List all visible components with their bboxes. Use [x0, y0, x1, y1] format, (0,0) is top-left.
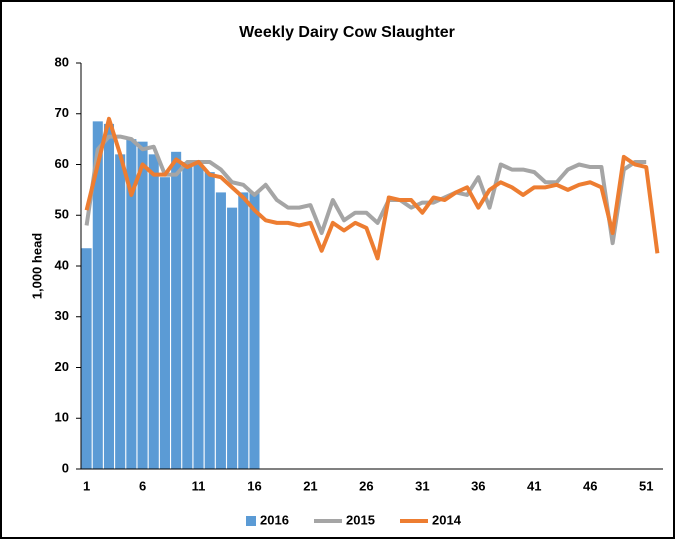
- bar: [81, 248, 92, 469]
- bar: [92, 121, 103, 470]
- y-tick-label: 0: [62, 460, 69, 475]
- bar: [171, 151, 182, 469]
- x-tick-label: 41: [527, 478, 541, 493]
- bar: [204, 172, 215, 470]
- legend-swatch: [246, 516, 256, 526]
- x-tick-label: 31: [415, 478, 429, 493]
- chart-title: Weekly Dairy Cow Slaughter: [239, 24, 455, 41]
- y-tick-label: 10: [55, 410, 69, 425]
- x-tick-label: 21: [303, 478, 317, 493]
- bar: [137, 141, 148, 469]
- y-tick-label: 20: [55, 359, 69, 374]
- y-tick-label: 30: [55, 308, 69, 323]
- x-tick-label: 16: [247, 478, 261, 493]
- x-tick-label: 6: [139, 478, 146, 493]
- y-tick-label: 80: [55, 54, 69, 69]
- bar: [215, 192, 226, 469]
- y-tick-label: 40: [55, 257, 69, 272]
- y-axis-label: 1,000 head: [29, 233, 44, 300]
- bar: [126, 139, 137, 469]
- bar: [249, 192, 260, 469]
- y-tick-label: 60: [55, 156, 69, 171]
- x-tick-label: 46: [583, 478, 597, 493]
- x-tick-label: 11: [192, 478, 206, 493]
- bar: [182, 161, 193, 469]
- bar: [238, 192, 249, 469]
- x-tick-label: 1: [83, 478, 90, 493]
- bar: [148, 154, 159, 469]
- x-tick-label: 51: [639, 478, 653, 493]
- bar: [115, 154, 126, 469]
- line-series: [84, 134, 647, 246]
- legend-label: 2016: [260, 512, 289, 527]
- line-series: [84, 116, 660, 261]
- legend-label: 2014: [432, 512, 462, 527]
- y-tick-label: 70: [55, 105, 69, 120]
- legend-label: 2015: [346, 512, 375, 527]
- x-tick-label: 36: [471, 478, 485, 493]
- bar: [193, 164, 204, 469]
- bar: [227, 207, 238, 469]
- y-tick-label: 50: [55, 207, 69, 222]
- bar: [159, 177, 170, 469]
- bar: [103, 123, 115, 470]
- x-tick-label: 26: [359, 478, 373, 493]
